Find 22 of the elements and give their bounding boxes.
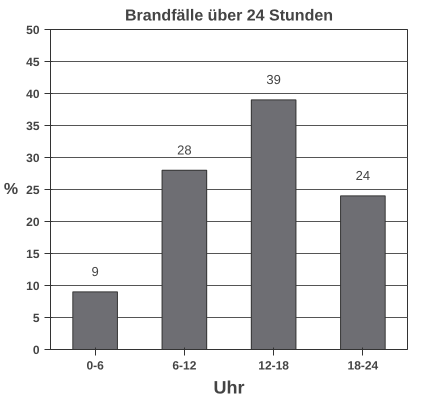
y-tick-label: 30	[26, 151, 40, 165]
data-label: 24	[356, 168, 370, 183]
x-tick-label: 6-12	[172, 358, 197, 372]
y-tick-label: 20	[26, 215, 40, 229]
data-label: 39	[266, 72, 281, 87]
y-tick-label: 40	[26, 87, 40, 101]
x-tick-label: 18-24	[348, 358, 379, 372]
y-tick-label: 45	[26, 55, 40, 69]
chart-title: Brandfälle über 24 Stunden	[124, 8, 334, 24]
x-axis-title: Uhr	[214, 378, 244, 398]
y-tick-label: 25	[26, 183, 40, 197]
y-tick-label: 15	[26, 247, 40, 261]
data-label: 28	[177, 142, 192, 158]
y-tick-label: 10	[26, 279, 40, 293]
x-tick-label: 12-18	[258, 358, 290, 372]
y-axis-title: %	[4, 181, 18, 198]
y-tick-label: 5	[32, 311, 40, 325]
y-tick-label: 50	[26, 23, 40, 37]
y-tick-label: 35	[26, 119, 40, 133]
y-tick-label: 0	[32, 343, 40, 357]
data-label: 9	[92, 264, 99, 279]
x-tick-label: 0-6	[86, 358, 104, 372]
